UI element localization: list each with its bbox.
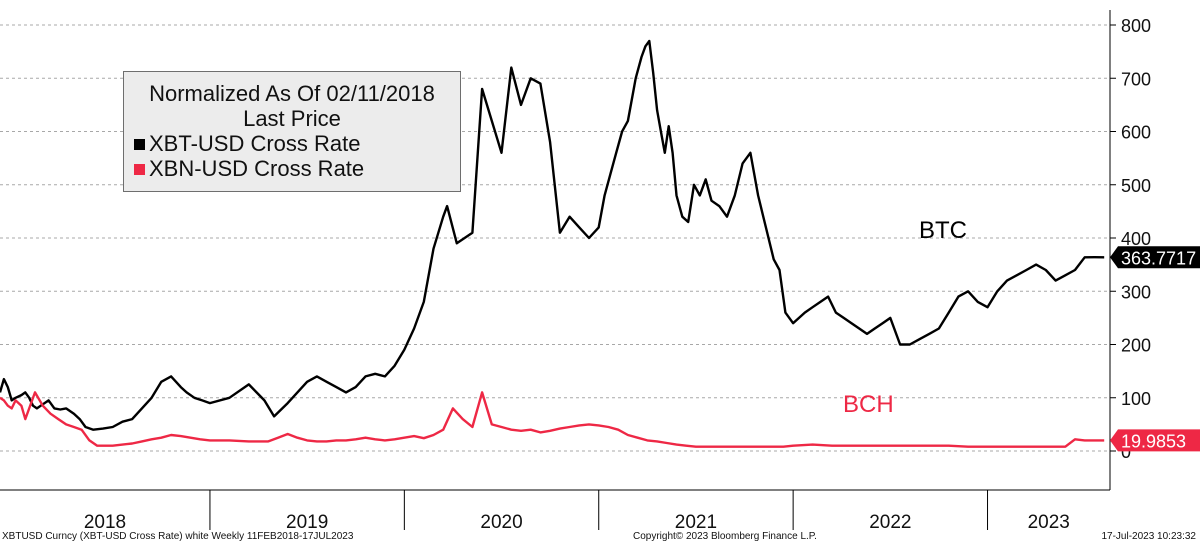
y-tick-label: 200	[1121, 336, 1151, 356]
x-tick-label: 2018	[84, 512, 126, 533]
legend-subtitle: Last Price	[243, 106, 341, 131]
y-tick-label: 300	[1121, 282, 1151, 302]
x-tick-label: 2020	[480, 512, 522, 533]
legend-label-btc: XBT-USD Cross Rate	[149, 131, 361, 156]
legend: Normalized As Of 02/11/2018 Last Price X…	[123, 71, 461, 192]
last-value-marker-btc	[1110, 246, 1200, 269]
last-value-label-bch: 19.9853	[1121, 431, 1186, 451]
footer-copyright: Copyright© 2023 Bloomberg Finance L.P.	[633, 531, 817, 542]
annotation-bch: BCH	[843, 391, 894, 418]
legend-item-btc: XBT-USD Cross Rate	[134, 131, 361, 157]
series-line-btc	[0, 39, 1105, 431]
x-tick-label: 2019	[286, 512, 328, 533]
series-line-bch	[0, 391, 1105, 448]
footer-source: XBTUSD Curncy (XBT-USD Cross Rate) white…	[2, 531, 354, 542]
last-value-label-btc: 363.7717	[1121, 248, 1196, 268]
legend-swatch-bch	[134, 163, 145, 175]
y-tick-label: 700	[1121, 69, 1151, 89]
legend-label-bch: XBN-USD Cross Rate	[149, 156, 365, 181]
legend-swatch-btc	[134, 138, 145, 150]
x-tick-label: 2023	[1028, 512, 1070, 533]
x-tick-label: 2022	[869, 512, 911, 533]
y-tick-label: 500	[1121, 176, 1151, 196]
y-tick-label: 800	[1121, 16, 1151, 36]
y-tick-label: 100	[1121, 389, 1151, 409]
y-tick-label: 600	[1121, 123, 1151, 143]
x-tick-label: 2021	[675, 512, 717, 533]
y-tick-label: 0	[1121, 442, 1131, 462]
y-tick-label: 400	[1121, 229, 1151, 249]
last-value-marker-bch	[1110, 429, 1200, 452]
footer-timestamp: 17-Jul-2023 10:23:32	[1101, 531, 1196, 542]
legend-item-bch: XBN-USD Cross Rate	[134, 156, 364, 182]
annotation-btc: BTC	[919, 217, 967, 244]
legend-title: Normalized As Of 02/11/2018	[149, 81, 435, 106]
